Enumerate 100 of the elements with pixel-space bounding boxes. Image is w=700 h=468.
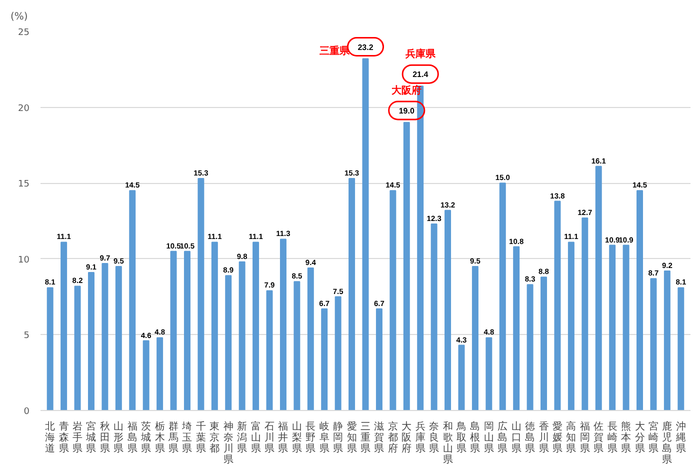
bar (458, 344, 465, 410)
y-tick-label: 15 (18, 180, 30, 190)
bar (568, 242, 574, 410)
bar (678, 287, 684, 410)
bar (486, 337, 492, 410)
bar (60, 242, 68, 410)
bar (225, 275, 232, 410)
bar (294, 281, 300, 410)
bar (595, 166, 602, 410)
x-tick-label: 宮崎県 (648, 420, 658, 454)
y-tick-label: 10 (18, 255, 30, 266)
x-tick-label: 滋賀県 (374, 420, 384, 454)
x-tick-label: 山梨県 (292, 420, 302, 454)
x-tick-label: 長野県 (306, 422, 316, 454)
bar (184, 250, 190, 410)
x-tick-label: 岡山県 (484, 422, 494, 454)
bar (115, 266, 122, 410)
x-tick-label: 熊本県 (621, 420, 632, 454)
bar (307, 267, 314, 410)
x-tick-label: 山口県 (511, 420, 522, 454)
bar (390, 190, 396, 410)
bar (609, 244, 616, 410)
x-tick-label: 千葉県 (196, 420, 206, 454)
bar (526, 284, 534, 410)
x-tick-label: 大分県 (634, 420, 645, 454)
bar (650, 278, 657, 410)
bar (636, 190, 644, 410)
x-tick-label: 和歌山県 (442, 420, 453, 466)
bar (403, 122, 410, 410)
x-tick-label: 北海道 (45, 420, 56, 454)
bar (472, 266, 478, 410)
bar (142, 340, 150, 410)
bar (280, 238, 286, 410)
x-tick-label: 神奈川県 (223, 420, 234, 466)
bar (554, 200, 561, 410)
x-tick-label: 富山県 (250, 420, 261, 454)
bar (74, 286, 81, 410)
bar (198, 178, 204, 410)
x-tick-label: 青森県 (58, 420, 69, 454)
bar (582, 217, 588, 410)
x-tick-label: 埼玉県 (181, 420, 192, 454)
x-tick-label: 栃木県 (154, 420, 165, 454)
bar (102, 262, 108, 410)
bar (238, 261, 246, 410)
data-label: 19.0 (398, 106, 415, 116)
bar (499, 182, 506, 410)
bar (252, 242, 260, 410)
data-label: 21.4 (412, 70, 429, 80)
bar (334, 296, 342, 410)
x-tick-label: 福岡県 (580, 420, 590, 454)
bar (348, 178, 356, 410)
x-tick-label: 宮城県 (85, 420, 96, 454)
x-tick-label: 群馬県 (168, 420, 179, 454)
bar (622, 244, 630, 410)
x-tick-label: 兵庫県 (415, 420, 426, 454)
data-label: 23.2 (358, 42, 374, 52)
x-tick-label: 大阪府 (402, 420, 412, 454)
bar (540, 276, 548, 410)
x-tick-label: 山形県 (114, 420, 124, 454)
bar (513, 246, 520, 410)
x-tick-label: 沖縄県 (674, 420, 686, 454)
x-tick-label: 静岡県 (333, 420, 344, 454)
x-tick-label: 鹿児島県 (662, 420, 672, 466)
x-tick-label: 広島県 (498, 420, 508, 454)
bar (362, 58, 369, 410)
x-tick-label: 奈良県 (429, 422, 440, 454)
x-tick-label: 福島県 (127, 420, 138, 454)
bar (129, 190, 136, 410)
x-tick-label: 愛知県 (346, 420, 357, 454)
x-tick-label: 新潟県 (237, 420, 248, 454)
bar (170, 250, 177, 410)
y-tick-label: 25 (18, 28, 30, 38)
x-tick-label: 茨城県 (140, 420, 152, 454)
x-tick-label: 東京都 (210, 420, 220, 454)
x-tick-label: 佐賀県 (594, 422, 604, 454)
y-tick-label: 20 (18, 104, 30, 114)
bar (376, 308, 382, 410)
x-tick-label: 高知県 (566, 420, 576, 454)
bar (211, 242, 218, 410)
bar (321, 308, 328, 410)
x-tick-label: 岩手県 (72, 420, 83, 454)
y-tick-label: 0 (24, 407, 30, 417)
x-tick-label: 岐阜県 (319, 420, 330, 454)
y-axis-title: (%) (10, 12, 28, 22)
x-tick-label: 京都府 (388, 420, 398, 454)
x-tick-label: 福井県 (278, 420, 288, 454)
x-tick-label: 秋田県 (100, 420, 110, 454)
bar (430, 224, 438, 410)
y-tick-label: 5 (24, 331, 30, 342)
bar (444, 210, 452, 410)
annotation: 兵庫県 (404, 48, 436, 60)
bar (156, 337, 164, 410)
x-tick-label: 香川県 (538, 420, 549, 454)
x-tick-label: 島根県 (470, 420, 480, 454)
x-tick-label: 三重県 (360, 422, 370, 454)
bar (88, 272, 94, 410)
x-tick-label: 長崎県 (607, 422, 618, 454)
x-tick-label: 徳島県 (525, 422, 536, 454)
x-tick-label: 石川県 (264, 422, 275, 454)
x-tick-label: 鳥取県 (455, 420, 466, 454)
